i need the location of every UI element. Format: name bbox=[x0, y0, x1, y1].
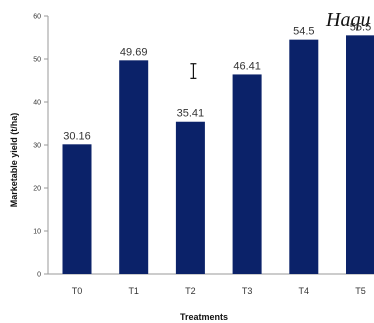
x-axis-title: Treatments bbox=[180, 312, 228, 322]
data-label-t3: 46.41 bbox=[233, 60, 261, 72]
x-tick-label-t3: T3 bbox=[242, 286, 253, 296]
x-tick-label-t4: T4 bbox=[299, 286, 310, 296]
data-label-t4: 54.5 bbox=[293, 26, 314, 38]
bar-t5 bbox=[346, 35, 374, 274]
y-tick-label: 20 bbox=[33, 186, 41, 193]
y-tick-label: 50 bbox=[33, 57, 41, 64]
y-tick-label: 40 bbox=[33, 100, 41, 107]
x-tick-label-t2: T2 bbox=[185, 286, 196, 296]
data-label-t2: 35.41 bbox=[177, 108, 205, 120]
y-axis-title: Marketable yield (t/ha) bbox=[9, 113, 19, 208]
y-tick-label: 0 bbox=[37, 272, 41, 279]
data-label-t1: 49.69 bbox=[120, 46, 148, 58]
y-tick-label: 10 bbox=[33, 229, 41, 236]
error-bar-group bbox=[190, 64, 196, 79]
x-axis: T0 T1 T2 T3 T4 T5 bbox=[48, 274, 374, 296]
x-tick-label-t1: T1 bbox=[128, 286, 139, 296]
bar-t4 bbox=[289, 40, 318, 274]
y-axis: 0 10 20 30 40 50 60 bbox=[33, 14, 48, 279]
bar-series bbox=[63, 35, 374, 274]
data-label-t0: 30.16 bbox=[63, 130, 91, 142]
y-tick-label: 30 bbox=[33, 143, 41, 150]
x-tick-label-t0: T0 bbox=[72, 286, 83, 296]
y-tick-label: 60 bbox=[33, 14, 41, 21]
x-tick-label-t5: T5 bbox=[355, 286, 366, 296]
bar-t3 bbox=[233, 74, 262, 274]
data-label-t5: 55.5 bbox=[350, 21, 371, 33]
bar-t1 bbox=[119, 60, 148, 274]
data-labels: 30.16 49.69 35.41 46.41 54.5 55.5 bbox=[63, 21, 371, 142]
bar-t0 bbox=[63, 144, 92, 274]
bar-t2 bbox=[176, 122, 205, 274]
